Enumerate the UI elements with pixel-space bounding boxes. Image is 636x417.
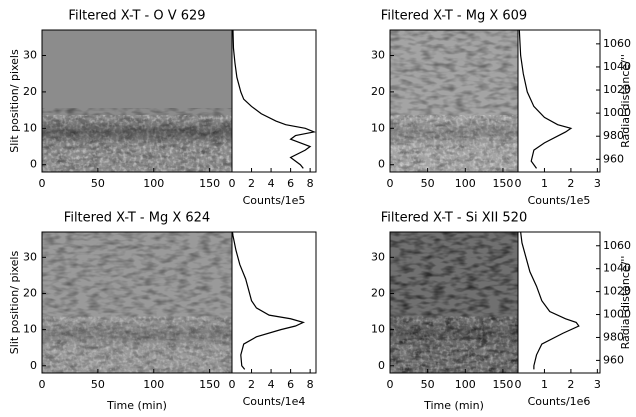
y2-tick-label: 1040: [603, 60, 631, 73]
x-tick-label: 50: [421, 177, 435, 190]
y-tick-label: 0: [378, 359, 385, 372]
y2-tick-label: 980: [603, 129, 624, 142]
y2-tick-label: 1060: [603, 37, 631, 50]
frame: [517, 231, 601, 374]
x-tick-label: 1: [541, 378, 548, 391]
x-tick-label: 100: [143, 378, 164, 391]
x-tick-label: 150: [492, 378, 513, 391]
y2-tick-label: 960: [603, 152, 624, 165]
y-tick-label: 0: [30, 359, 37, 372]
x-tick-label: 50: [91, 378, 105, 391]
x-tick-label: 100: [455, 378, 476, 391]
x-tick-label: 8: [307, 177, 314, 190]
x-axis-label: Time (min): [423, 399, 484, 412]
y-tick-label: 10: [371, 121, 385, 134]
y2-tick-label: 1000: [603, 106, 631, 119]
image-band: [42, 319, 232, 348]
y-tick-label: 10: [23, 323, 37, 336]
y2-tick-label: 1020: [603, 285, 631, 298]
x-tick-label: 3: [594, 378, 601, 391]
x-axis-label: Counts/1e5: [528, 194, 591, 207]
x-axis-label: Counts/1e4: [243, 395, 306, 408]
y-axis-label: Slit position/ pixels: [8, 251, 21, 355]
x-axis-label: Time (min): [106, 399, 167, 412]
x-tick-label: 0: [39, 378, 46, 391]
x-tick-label: 2: [248, 177, 255, 190]
y2-tick-label: 1060: [603, 239, 631, 252]
profile-line: [231, 231, 306, 370]
image-band: [390, 118, 518, 147]
panel-title: Filtered X-T - O V 629: [68, 9, 205, 24]
x-tick-label: 0: [229, 177, 236, 190]
x-tick-label: 4: [268, 177, 275, 190]
x-tick-label: 0: [515, 378, 522, 391]
y-tick-label: 20: [23, 286, 37, 299]
x-tick-label: 1: [541, 177, 548, 190]
y-tick-label: 0: [30, 158, 37, 171]
frame: [231, 29, 317, 173]
profile-line: [232, 29, 317, 169]
x-tick-label: 0: [387, 177, 394, 190]
y-axis-label: Slit position/ pixels: [8, 49, 21, 153]
y2-tick-label: 1040: [603, 262, 631, 275]
y-tick-label: 30: [23, 250, 37, 263]
x-tick-label: 6: [287, 177, 294, 190]
x-tick-label: 4: [268, 378, 275, 391]
y-tick-label: 20: [23, 85, 37, 98]
x-tick-label: 0: [39, 177, 46, 190]
panel-title: Filtered X-T - Si XII 520: [381, 211, 527, 226]
image-band: [42, 118, 232, 147]
x-tick-label: 6: [287, 378, 294, 391]
x-axis-label: Counts/1e6: [528, 395, 591, 408]
x-tick-label: 2: [248, 378, 255, 391]
frame: [517, 29, 601, 173]
x-tick-label: 0: [515, 177, 522, 190]
profile-line: [520, 231, 580, 370]
x-tick-label: 100: [143, 177, 164, 190]
y2-tick-label: 1000: [603, 308, 631, 321]
x-tick-label: 0: [229, 378, 236, 391]
y-tick-label: 10: [371, 323, 385, 336]
y-tick-label: 20: [371, 286, 385, 299]
x-tick-label: 2: [567, 177, 574, 190]
y-tick-label: 10: [23, 121, 37, 134]
panel-title: Filtered X-T - Mg X 609: [381, 9, 527, 24]
y2-axis-label: Radial distance/'': [619, 54, 632, 148]
y-tick-label: 0: [378, 158, 385, 171]
frame: [231, 231, 317, 374]
y2-tick-label: 980: [603, 330, 624, 343]
y-tick-label: 30: [371, 48, 385, 61]
y2-axis-label: Radial distance/'': [619, 256, 632, 350]
y-tick-label: 30: [23, 48, 37, 61]
x-tick-label: 50: [421, 378, 435, 391]
y2-tick-label: 1020: [603, 83, 631, 96]
x-tick-label: 150: [199, 177, 220, 190]
y-tick-label: 30: [371, 250, 385, 263]
x-tick-label: 150: [199, 378, 220, 391]
x-axis-label: Counts/1e5: [243, 194, 306, 207]
panel-title: Filtered X-T - Mg X 624: [64, 211, 210, 226]
x-tick-label: 8: [307, 378, 314, 391]
x-tick-label: 100: [455, 177, 476, 190]
x-tick-label: 2: [567, 378, 574, 391]
y2-tick-label: 960: [603, 353, 624, 366]
x-tick-label: 150: [492, 177, 513, 190]
y-tick-label: 20: [371, 85, 385, 98]
profile-line: [518, 29, 573, 169]
x-tick-label: 50: [91, 177, 105, 190]
image-band: [390, 319, 518, 348]
x-tick-label: 3: [594, 177, 601, 190]
x-tick-label: 0: [387, 378, 394, 391]
